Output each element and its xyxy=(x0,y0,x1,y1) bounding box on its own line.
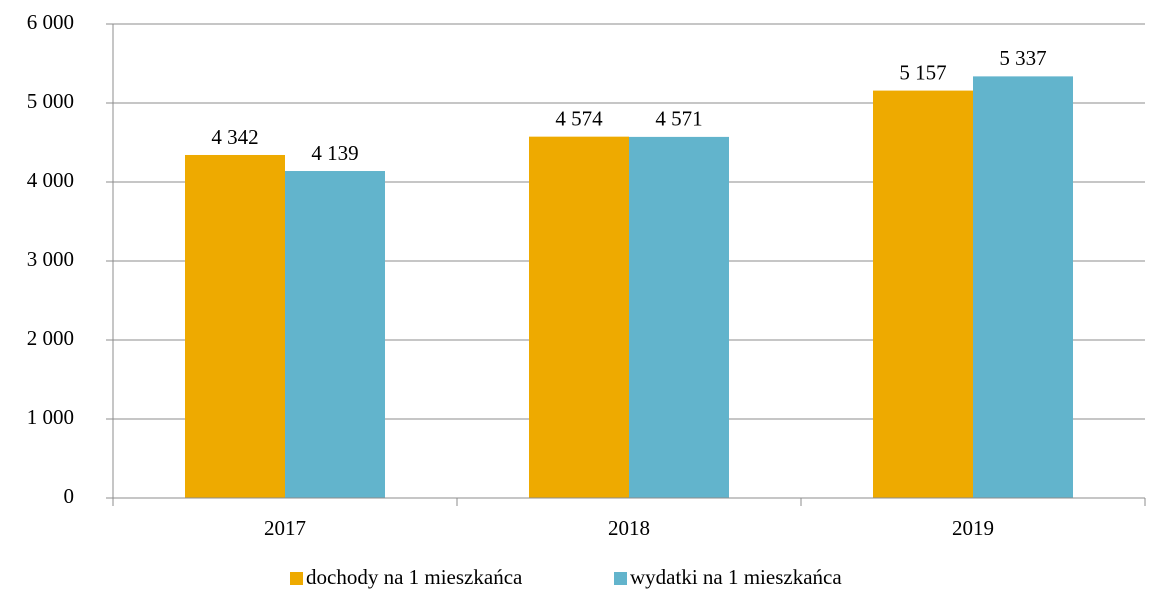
x-tick-label: 2019 xyxy=(952,516,994,540)
value-label: 4 139 xyxy=(311,141,358,165)
x-tick-label: 2018 xyxy=(608,516,650,540)
bar xyxy=(529,136,629,499)
value-label: 5 337 xyxy=(999,46,1046,70)
legend-label: dochody na 1 mieszkańca xyxy=(306,565,523,589)
y-tick-label: 1 000 xyxy=(27,405,74,429)
bar xyxy=(629,136,729,499)
legend-swatch xyxy=(614,572,627,585)
value-label: 5 157 xyxy=(899,60,946,84)
value-label: 4 571 xyxy=(655,107,702,131)
y-tick-label: 3 000 xyxy=(27,247,74,271)
bar xyxy=(873,90,973,499)
value-label: 4 342 xyxy=(211,125,258,149)
bar xyxy=(185,154,285,498)
legend-label: wydatki na 1 mieszkańca xyxy=(630,565,842,589)
bar xyxy=(973,76,1073,498)
legend-swatch xyxy=(290,572,303,585)
bar xyxy=(285,171,385,499)
y-tick-label: 6 000 xyxy=(27,10,74,34)
y-tick-label: 2 000 xyxy=(27,326,74,350)
y-tick-label: 4 000 xyxy=(27,168,74,192)
x-tick-label: 2017 xyxy=(264,516,306,540)
y-tick-label: 5 000 xyxy=(27,89,74,113)
y-tick-label: 0 xyxy=(64,484,75,508)
value-label: 4 574 xyxy=(555,106,603,130)
